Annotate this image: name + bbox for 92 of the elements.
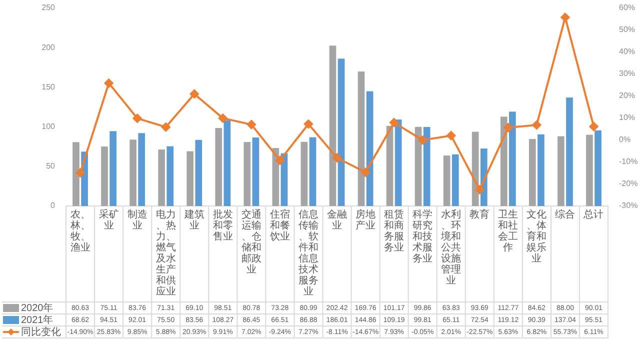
point: [446, 131, 456, 140]
bar: [166, 146, 174, 206]
bar: [594, 130, 602, 206]
x-tick-label: 水利、环境和公共设施管理业: [440, 208, 462, 286]
y-tick-label: 0: [50, 201, 56, 210]
x-tick-label: 卫生和社会工作: [498, 208, 518, 254]
bar: [252, 138, 260, 206]
point: [132, 114, 142, 123]
point: [361, 168, 370, 177]
x-tick-label: 房地产业: [356, 208, 376, 232]
bar: [110, 131, 116, 206]
x-tick-label: 建筑业: [183, 208, 204, 232]
bar: [244, 142, 251, 206]
point: [560, 12, 570, 22]
x-tick-label: 电力、热力、燃气及水生产和供应业: [156, 208, 176, 298]
y-tick-label: 100: [42, 122, 56, 132]
point: [190, 89, 199, 98]
point: [76, 168, 85, 178]
y2-tick-label: -30%: [619, 201, 638, 210]
point: [475, 185, 484, 194]
bar: [472, 132, 479, 206]
bar: [500, 116, 508, 206]
x-tick-label: 采矿业: [98, 208, 119, 232]
y-tick-label: 150: [42, 82, 56, 92]
point: [218, 114, 228, 123]
legend-label: 2020年: [21, 302, 54, 314]
bar: [72, 142, 80, 206]
bar: [309, 137, 316, 206]
bar: [338, 58, 345, 206]
y-tick-label: 50: [46, 162, 56, 171]
point: [275, 156, 284, 165]
x-tick-label: 科学研究和技术服务业: [412, 208, 433, 264]
bar: [300, 142, 308, 206]
bar: [509, 112, 516, 206]
bar: [452, 154, 459, 206]
x-tick-label: 租赁和商务服务业: [384, 208, 404, 254]
point: [161, 122, 170, 132]
bar: [528, 138, 536, 206]
point: [532, 120, 542, 130]
bar: [558, 136, 564, 206]
bar: [329, 46, 336, 206]
bar: [130, 140, 136, 206]
y2-tick-label: 60%: [619, 3, 636, 12]
bar: [586, 134, 593, 206]
point: [332, 153, 342, 162]
x-tick-label: 制造业: [127, 208, 148, 232]
bar: [366, 91, 374, 206]
bar: [186, 151, 194, 206]
point: [390, 118, 399, 128]
x-tick-label: 金融业: [327, 208, 347, 232]
x-tick-label: 农、林、牧、渔业: [69, 209, 90, 254]
y2-tick-label: -20%: [619, 179, 638, 188]
x-tick-label: 综合: [555, 208, 576, 220]
point: [589, 122, 598, 132]
bar: [423, 126, 430, 206]
x-tick-label: 信息传输、软件和信息技术服务业: [297, 208, 318, 298]
bar: [414, 126, 422, 206]
point: [304, 120, 313, 129]
x-tick-label: 批发和零售业: [212, 208, 233, 242]
x-tick-label: 文化、体育和娱乐业: [526, 208, 547, 264]
legend-label: 同比变化: [21, 326, 61, 338]
bar: [215, 128, 222, 206]
bar: [138, 133, 146, 206]
bar: [195, 140, 202, 206]
point: [418, 136, 428, 145]
bar: [386, 126, 394, 206]
bar: [358, 72, 365, 206]
y2-tick-label: 40%: [619, 47, 636, 56]
point: [246, 120, 256, 130]
x-tick-label: 教育: [470, 208, 490, 220]
x-tick-label: 总计: [582, 208, 604, 220]
bar: [224, 120, 231, 206]
bar: [394, 120, 402, 206]
y2-tick-label: 50%: [619, 25, 636, 34]
point: [104, 78, 114, 88]
y2-tick-label: 20%: [619, 91, 636, 100]
bar: [158, 150, 165, 206]
y2-tick-label: -10%: [619, 157, 638, 166]
bar: [566, 97, 573, 206]
legend-label: 2021年: [21, 314, 54, 326]
x-tick-label: 住宿和餐饮业: [268, 208, 290, 242]
bar: [538, 134, 544, 206]
bar: [101, 146, 108, 206]
bar: [443, 155, 450, 206]
point: [504, 123, 513, 132]
y2-tick-label: 0%: [619, 135, 631, 144]
x-tick-label: 交通运输、仓储和邮政业: [241, 208, 262, 276]
y2-tick-label: 10%: [619, 113, 636, 122]
y-tick-label: 250: [42, 3, 56, 12]
bar: [272, 148, 280, 206]
y2-tick-label: 30%: [619, 69, 636, 78]
y-tick-label: 200: [42, 42, 56, 52]
